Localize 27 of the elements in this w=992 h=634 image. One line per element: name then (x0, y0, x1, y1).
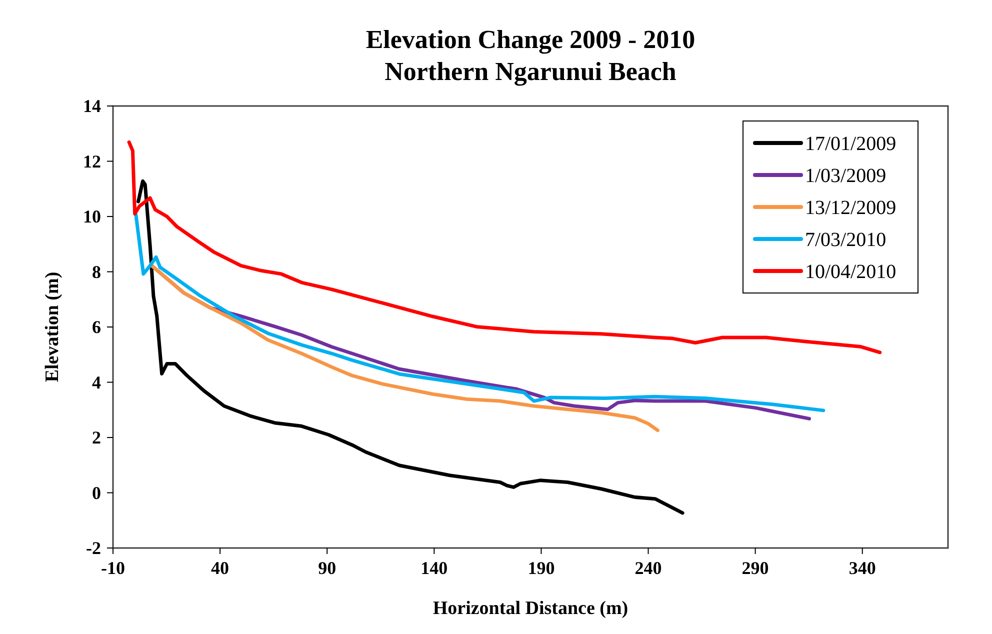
legend-label: 7/03/2010 (805, 229, 886, 251)
y-axis-title: Elevation (m) (42, 272, 63, 382)
y-tick-label: 2 (92, 428, 101, 448)
x-tick-label: 40 (211, 558, 230, 578)
y-tick-label: 12 (83, 151, 101, 172)
y-tick-label: 0 (92, 482, 101, 503)
x-tick-label: -10 (101, 558, 125, 578)
x-tick-label: 190 (528, 558, 555, 578)
x-tick-label: 240 (634, 558, 662, 578)
y-tick-label: 4 (92, 372, 101, 392)
x-tick-label: 140 (420, 558, 448, 578)
y-tick-label: 8 (92, 262, 101, 282)
legend-label: 13/12/2009 (805, 197, 896, 219)
line-series (136, 179, 684, 515)
legend-label: 1/03/2009 (805, 165, 886, 187)
chart-title: Elevation Change 2009 - 2010 Northern Ngarunui Beach (366, 25, 696, 86)
y-tick-label: 14 (83, 96, 101, 116)
y-tick-label: 6 (92, 317, 101, 337)
legend-label: 17/01/2009 (805, 133, 896, 155)
line-series (150, 264, 660, 432)
y-tick-label: -2 (86, 538, 101, 558)
y-tick-label: 10 (83, 206, 101, 226)
x-tick-label: 290 (742, 558, 769, 578)
x-tick-label: 90 (318, 558, 336, 578)
x-tick-label: 340 (848, 558, 876, 578)
x-axis-title: Horizontal Distance (m) (432, 598, 628, 619)
legend-label: 10/04/2010 (805, 261, 896, 283)
